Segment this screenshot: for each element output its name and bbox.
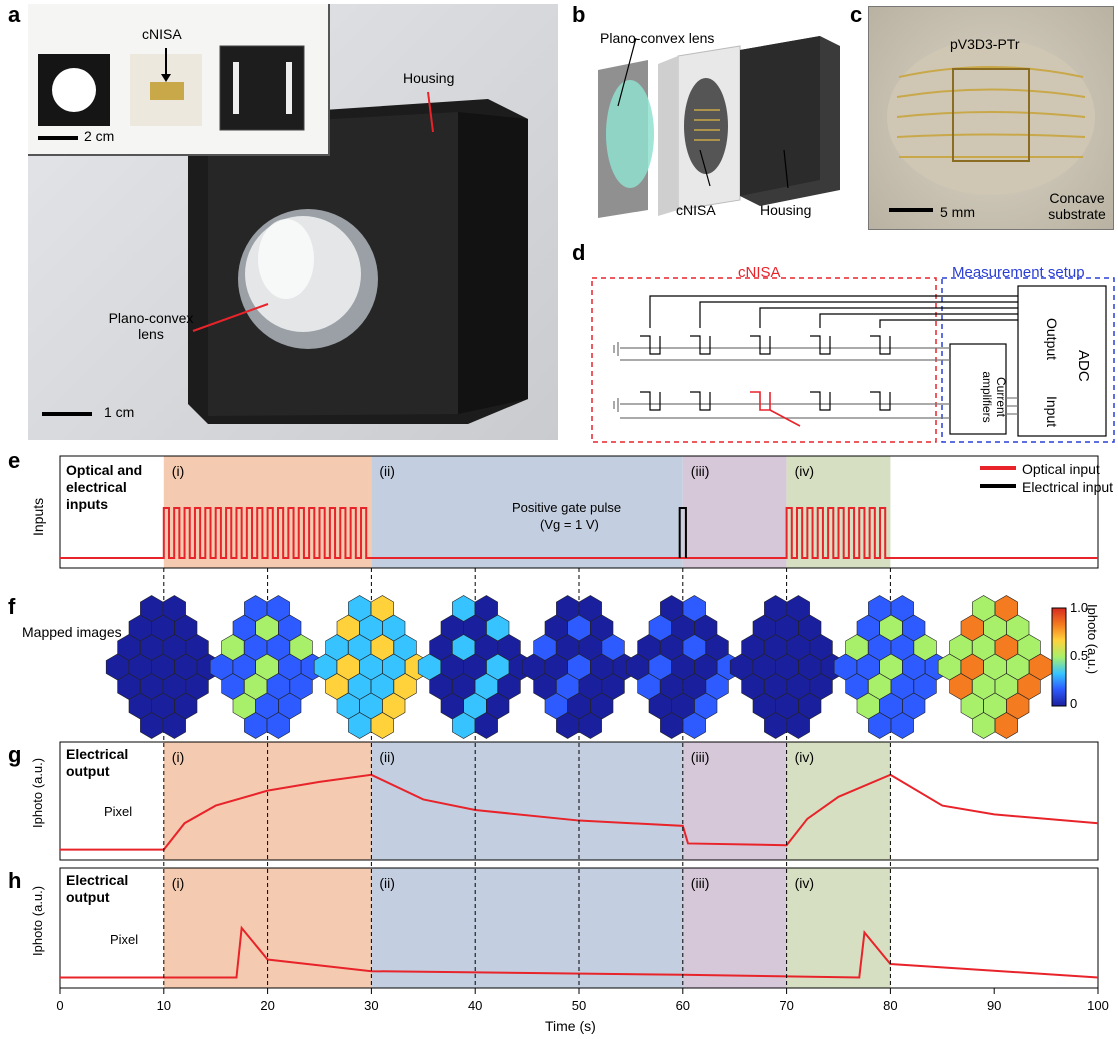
- map-7-pixel: [890, 712, 914, 739]
- panel-c-letter: c: [850, 2, 863, 27]
- map-3-pixel: [474, 712, 498, 739]
- c-scale-label: 5 mm: [940, 204, 975, 220]
- pulse-label: Positive gate pulse: [512, 500, 622, 515]
- cbar-tick-05: 0.5: [1070, 648, 1089, 663]
- panel-c-photo: [868, 6, 1114, 230]
- cbar-tick-0: 0: [1070, 696, 1078, 711]
- optical-input-series: [60, 507, 1098, 559]
- phase-label-g-3: (iv): [795, 749, 814, 765]
- xtick-label-80: 80: [883, 998, 897, 1013]
- map-1-pixel: [266, 712, 290, 739]
- e-ylabel: Inputs: [30, 497, 46, 536]
- h-ylabel: Iphoto (a.u.): [30, 885, 45, 956]
- xtick-label-70: 70: [779, 998, 793, 1013]
- cbar-tick-1: 1.0: [1070, 600, 1089, 615]
- phase-label-g-0: (i): [172, 749, 184, 765]
- phase-band-e-1: [371, 456, 683, 568]
- phase-band-h-1: [371, 868, 683, 988]
- phase-label-h-0: (i): [172, 875, 184, 891]
- h-xlabel: Time (s): [545, 1018, 596, 1034]
- panel-b-exploded-view: [598, 36, 840, 218]
- lens-label: Plano-convex lens: [108, 310, 194, 342]
- phase-band-h-2: [682, 868, 787, 988]
- panel-d-circuit: [591, 277, 1115, 443]
- g-title-1: Electrical: [66, 746, 129, 762]
- h-title-2: output: [66, 889, 110, 905]
- inset-cnisa-label: cNISA: [142, 26, 182, 42]
- panel-a-inset: [28, 4, 330, 156]
- legend-electrical-label: Electrical input: [1022, 479, 1114, 495]
- panel-e-letter: e: [8, 448, 21, 473]
- e-title-2: electrical: [66, 479, 127, 495]
- phase-label-h-1: (ii): [379, 875, 395, 891]
- phase-label-g-2: (iii): [691, 749, 710, 765]
- phase-label-e-0: (i): [172, 463, 184, 479]
- panel-g-letter: g: [8, 742, 22, 767]
- panel-a-letter: a: [8, 2, 21, 27]
- phase-band-g-2: [682, 742, 787, 860]
- d-measurement-label: Measurement setup: [952, 264, 1085, 281]
- map-2-pixel: [370, 712, 394, 739]
- map-6-pixel: [786, 712, 810, 739]
- phase-label-e-1: (ii): [379, 463, 395, 479]
- camera-housing-photo: [42, 91, 528, 424]
- phase-label-h-2: (iii): [691, 875, 710, 891]
- f-label: Mapped images: [22, 624, 122, 640]
- b-cnisa-label: cNISA: [676, 202, 716, 218]
- g-ylabel: Iphoto (a.u.): [30, 757, 45, 828]
- xtick-label-90: 90: [987, 998, 1001, 1013]
- c-substrate-label: Concave substrate: [1048, 190, 1106, 222]
- h-title-1: Electrical: [66, 872, 129, 888]
- xtick-label-10: 10: [157, 998, 171, 1013]
- legend-optical-label: Optical input: [1022, 461, 1100, 477]
- pulse-value: (Vg = 1 V): [540, 517, 599, 532]
- panel-b-letter: b: [572, 2, 586, 27]
- map-5-pixel: [682, 712, 706, 739]
- inset-scale-label: 2 cm: [84, 128, 115, 144]
- g-title-2: output: [66, 763, 110, 779]
- xtick-label-40: 40: [468, 998, 482, 1013]
- phase-label-g-1: (ii): [379, 749, 395, 765]
- b-lens-label: Plano-convex lens: [600, 30, 715, 46]
- phase-label-h-3: (iv): [795, 875, 814, 891]
- panel-f-letter: f: [8, 594, 16, 619]
- phase-label-e-2: (iii): [691, 463, 710, 479]
- b-housing-label: Housing: [760, 202, 812, 218]
- h-output-series: [60, 925, 1099, 979]
- panel-h-letter: h: [8, 868, 22, 893]
- xtick-label-100: 100: [1087, 998, 1109, 1013]
- map-8-pixel: [994, 712, 1018, 739]
- d-cnisa-label: cNISA: [738, 264, 781, 281]
- phase-band-g-1: [371, 742, 683, 860]
- c-material-label: pV3D3-PTr: [950, 36, 1020, 52]
- map-0-pixel: [162, 712, 186, 739]
- xtick-label-0: 0: [56, 998, 63, 1013]
- xtick-label-20: 20: [260, 998, 274, 1013]
- electrical-input-series: [678, 507, 687, 558]
- main-scale-label: 1 cm: [104, 404, 135, 420]
- axes-frame-g: [59, 741, 1099, 861]
- phase-band-g-3: [786, 742, 891, 860]
- panel-d-letter: d: [572, 240, 586, 265]
- e-title-1: Optical and: [66, 462, 143, 478]
- e-title-3: inputs: [66, 496, 108, 512]
- map-4-pixel: [578, 712, 602, 739]
- xtick-label-50: 50: [572, 998, 586, 1013]
- h-pixel-label: Pixel: [110, 932, 139, 947]
- phase-band-h-3: [786, 868, 891, 988]
- xtick-label-60: 60: [676, 998, 690, 1013]
- phase-label-e-3: (iv): [795, 463, 814, 479]
- g-pixel-label: Pixel: [104, 804, 133, 819]
- colorbar: [1051, 607, 1067, 707]
- housing-label: Housing: [403, 70, 455, 86]
- panel-a-photo: [28, 4, 558, 440]
- xtick-label-30: 30: [364, 998, 378, 1013]
- phase-band-e-2: [682, 456, 787, 568]
